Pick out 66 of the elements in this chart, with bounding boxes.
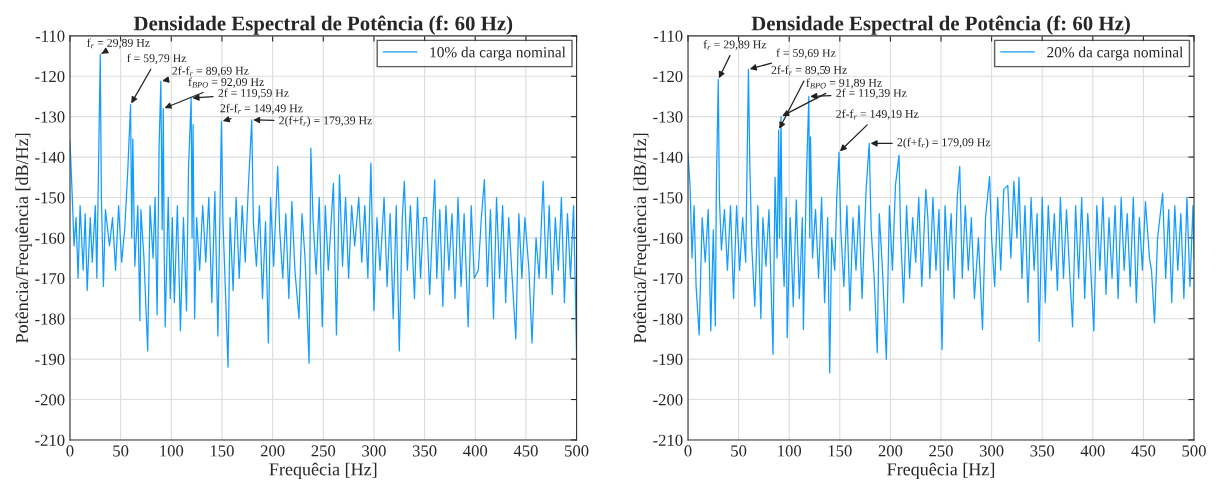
- annotation: 2f-f$_{r}$ = 149,49 Hz: [220, 103, 303, 114]
- x-tick-label: 500: [1182, 445, 1206, 457]
- y-tick-label: -120: [35, 70, 65, 83]
- x-tick-label: 200: [260, 445, 285, 457]
- y-tick-label: -140: [35, 151, 65, 164]
- x-tick-label: 300: [979, 445, 1004, 457]
- y-tick-label: -150: [653, 192, 683, 204]
- x-axis-title: Frequêcia [Hz]: [887, 462, 995, 480]
- x-tick-label: 200: [878, 445, 903, 457]
- x-tick-label: 50: [113, 445, 129, 457]
- y-axis-title: Potência/Frequência [dB/Hz]: [633, 133, 650, 343]
- x-tick-label: 150: [210, 445, 234, 457]
- y-tick-label: -180: [35, 313, 65, 325]
- annotation: f$_{r}$ = 29,89 Hz: [87, 38, 150, 49]
- chart-title: Densidade Espectral de Potência (f: 60 Hz): [133, 15, 513, 35]
- x-tick-label: 100: [778, 445, 802, 457]
- y-tick-label: -160: [35, 232, 65, 244]
- y-tick-label: -190: [35, 353, 65, 366]
- y-tick-label: -160: [653, 232, 683, 244]
- x-tick-label: 250: [929, 445, 953, 457]
- x-tick-label: 150: [828, 445, 852, 457]
- y-tick-label: -170: [653, 273, 683, 285]
- annotation: 2f = 119,39 Hz: [836, 88, 907, 99]
- y-tick-label: -180: [653, 313, 683, 325]
- annotation: f = 59,79 Hz: [127, 53, 187, 64]
- x-tick-label: 350: [1030, 445, 1055, 457]
- y-tick-label: -210: [653, 434, 683, 446]
- annotation: 2f-f$_{r}$ = 89,59 Hz: [771, 65, 847, 76]
- x-axis-title: Frequêcia [Hz]: [269, 462, 377, 480]
- x-tick-label: 100: [160, 445, 184, 457]
- annotation: f$_{r}$ = 29,89 Hz: [703, 40, 767, 51]
- y-tick-label: -210: [35, 434, 65, 446]
- y-tick-label: -190: [653, 353, 683, 366]
- y-tick-label: -110: [35, 30, 65, 42]
- y-tick-label: -200: [653, 394, 683, 406]
- y-axis-title: Potência/Frequência [dB/Hz]: [15, 133, 32, 343]
- annotation: 2(f+f$_{r}$) = 179,39 Hz: [279, 116, 372, 127]
- chart-title: Densidade Espectral de Potência (f: 60 Hz): [751, 15, 1130, 35]
- y-tick-label: -110: [653, 30, 683, 42]
- x-tick-label: 250: [311, 445, 336, 457]
- annotation: f$_{BPO}$ = 92,09 Hz: [188, 77, 264, 88]
- y-tick-label: -120: [653, 70, 683, 83]
- y-tick-label: -140: [653, 151, 683, 164]
- x-tick-label: 0: [66, 445, 74, 457]
- x-tick-label: 450: [1131, 445, 1156, 457]
- x-tick-label: 450: [513, 445, 538, 457]
- x-tick-label: 400: [1080, 445, 1105, 457]
- legend-label: 10% da carga nominal: [430, 46, 566, 61]
- y-tick-label: -150: [35, 192, 65, 204]
- y-tick-label: -130: [35, 111, 65, 123]
- annotation: f$_{BPO}$ = 91,89 Hz: [806, 78, 882, 89]
- x-tick-label: 500: [565, 445, 589, 457]
- annotation: 2f-f$_{r}$ = 149,19 Hz: [836, 109, 919, 120]
- x-tick-label: 50: [731, 445, 747, 457]
- y-tick-label: -170: [35, 273, 65, 285]
- x-tick-label: 0: [684, 445, 692, 457]
- y-tick-label: -200: [35, 394, 65, 406]
- y-tick-label: -130: [653, 111, 683, 123]
- annotation: f = 59,69 Hz: [776, 48, 836, 59]
- legend-label: 20% da carga nominal: [1047, 46, 1184, 61]
- annotation: 2(f+f$_{r}$) = 179,09 Hz: [897, 137, 991, 149]
- x-tick-label: 400: [463, 445, 488, 457]
- annotation: 2f-f$_{r}$ = 89,69 Hz: [172, 66, 249, 77]
- annotation: 2f = 119,59 Hz: [218, 88, 289, 99]
- x-tick-label: 300: [362, 445, 386, 457]
- x-tick-label: 350: [412, 445, 437, 457]
